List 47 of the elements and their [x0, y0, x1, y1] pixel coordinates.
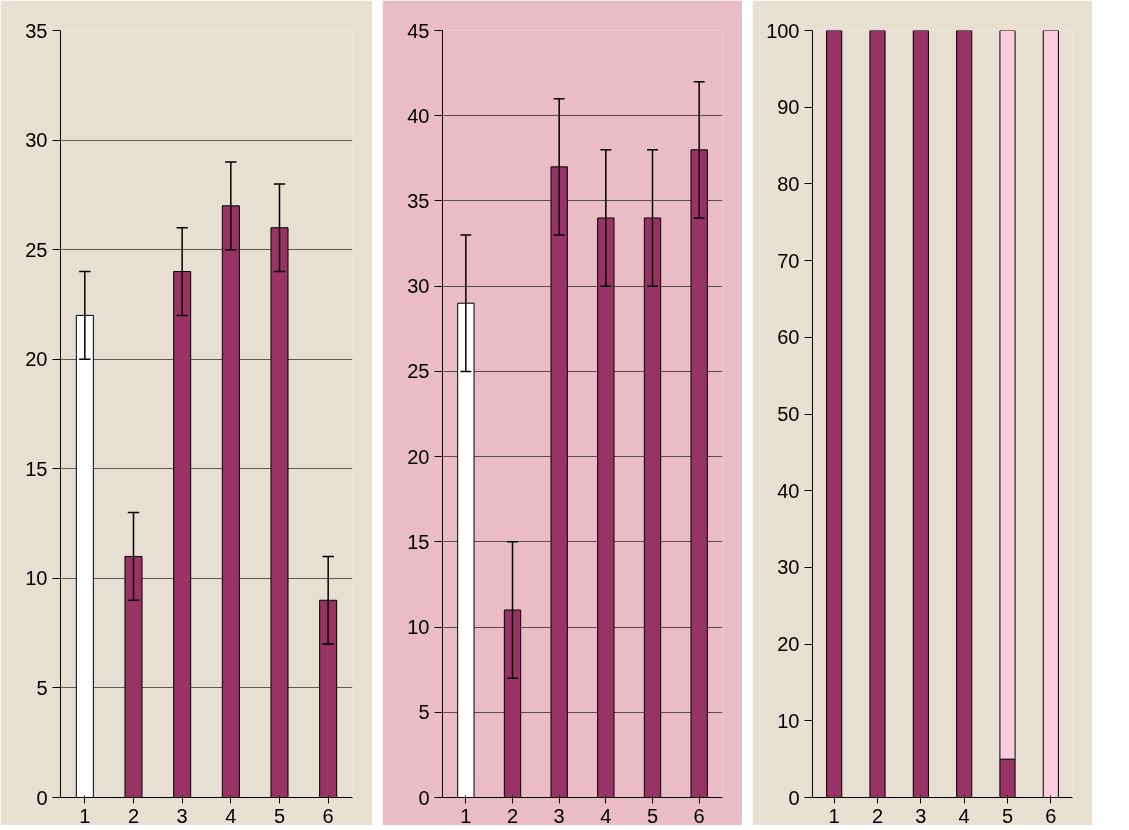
y-tick-label: 20 — [25, 348, 48, 371]
y-tick-label: 25 — [407, 360, 430, 383]
x-tick-label: 6 — [322, 804, 334, 827]
y-tick-label: 5 — [36, 676, 48, 699]
y-tick-label: 30 — [407, 275, 430, 298]
y-tick-label: 35 — [407, 189, 430, 212]
x-tick-label: 3 — [553, 804, 565, 827]
y-tick-label: 20 — [777, 633, 800, 656]
y-tick-label: 40 — [407, 104, 430, 127]
y-tick-label: 35 — [25, 19, 48, 42]
x-tick-label: 5 — [273, 804, 286, 827]
x-tick-label: 4 — [225, 804, 237, 827]
y-tick-label: 10 — [407, 616, 430, 639]
x-tick-label: 6 — [693, 804, 705, 827]
y-tick-label: 0 — [418, 786, 430, 809]
y-tick-label: 0 — [788, 786, 800, 809]
y-tick-label: 30 — [25, 129, 48, 152]
x-tick-label: 1 — [79, 804, 91, 827]
y-tick-label: 80 — [777, 172, 800, 195]
x-tick-label: 2 — [506, 804, 519, 827]
y-tick-label: 40 — [777, 479, 800, 502]
y-tick-label: 15 — [407, 530, 430, 553]
y-tick-label: 10 — [25, 567, 48, 590]
x-tick-label: 2 — [127, 804, 140, 827]
x-tick-label: 3 — [176, 804, 188, 827]
y-tick-label: 70 — [777, 249, 800, 272]
x-tick-label: 5 — [646, 804, 659, 827]
y-tick-label: 50 — [777, 403, 800, 425]
y-tick-label: 0 — [36, 786, 48, 809]
x-tick-label: 2 — [871, 804, 884, 827]
x-tick-label: 4 — [958, 804, 970, 827]
y-tick-label: 15 — [25, 457, 48, 480]
x-tick-label: 6 — [1045, 804, 1057, 827]
x-tick-label: 3 — [915, 804, 927, 827]
y-tick-label: 90 — [777, 96, 800, 119]
y-tick-label: 100 — [766, 19, 800, 42]
y-tick-label: 30 — [777, 556, 800, 579]
x-tick-label: 5 — [1001, 804, 1014, 827]
y-tick-label: 60 — [777, 326, 800, 349]
y-tick-label: 45 — [407, 19, 430, 42]
y-tick-label: 20 — [407, 445, 430, 468]
x-tick-label: 1 — [460, 804, 472, 827]
y-tick-label: 5 — [418, 701, 430, 724]
x-tick-label: 4 — [600, 804, 612, 827]
y-tick-label: 25 — [25, 238, 48, 261]
x-tick-label: 1 — [828, 804, 840, 827]
y-tick-label: 10 — [777, 709, 800, 732]
